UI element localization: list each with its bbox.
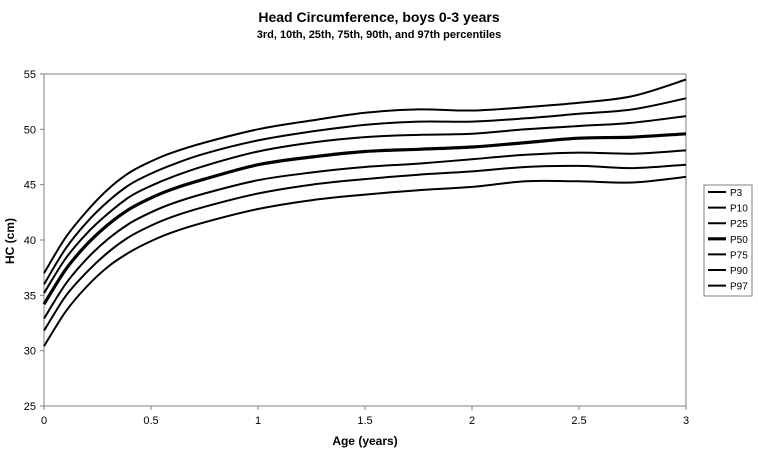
x-tick-label: 2.5 [571, 415, 586, 427]
x-tick-label: 0.5 [143, 415, 158, 427]
x-tick-label: 3 [683, 415, 689, 427]
y-tick-label: 25 [24, 401, 36, 413]
y-ticks-group: 25 30 35 40 45 50 55 [24, 69, 44, 413]
y-tick-label: 30 [24, 346, 36, 358]
legend-label-p3: P3 [730, 188, 743, 199]
legend-label-p90: P90 [730, 266, 748, 277]
y-tick-label: 35 [24, 290, 36, 302]
series-line-p10 [43, 163, 687, 332]
chart-subtitle: 3rd, 10th, 25th, 75th, 90th, and 97th pe… [256, 29, 502, 41]
x-tick-label: 2 [469, 415, 475, 427]
y-tick-label: 55 [24, 69, 36, 81]
series-group [42, 78, 687, 347]
y-tick-label: 40 [24, 235, 36, 247]
series-line-p97 [43, 78, 687, 274]
x-tick-label: 1 [255, 415, 261, 427]
series-line-p90 [43, 97, 687, 285]
series-line-p50 [42, 132, 687, 306]
series-line-p25 [43, 149, 687, 320]
legend-box [703, 184, 753, 297]
x-axis-title: Age (years) [332, 434, 397, 448]
axes-group [43, 73, 687, 407]
y-axis-title: HC (cm) [3, 218, 17, 264]
legend-label-p10: P10 [730, 204, 748, 215]
legend-label-p75: P75 [730, 250, 748, 261]
chart-title: Head Circumference, boys 0-3 years [258, 9, 500, 25]
y-tick-label: 50 [24, 124, 36, 136]
legend-label-p50: P50 [730, 235, 748, 246]
x-tick-label: 0 [41, 415, 47, 427]
legend-label-p97: P97 [730, 282, 748, 293]
x-ticks-group: 0 0.5 1 1.5 2 2.5 3 [41, 406, 689, 427]
legend-label-p25: P25 [730, 219, 748, 230]
y-tick-label: 45 [24, 180, 36, 192]
series-line-p75 [43, 115, 687, 294]
series-line-p3 [43, 175, 687, 347]
x-tick-label: 1.5 [357, 415, 372, 427]
legend: P3 P10 P25 P50 P75 P90 P97 [703, 184, 753, 297]
